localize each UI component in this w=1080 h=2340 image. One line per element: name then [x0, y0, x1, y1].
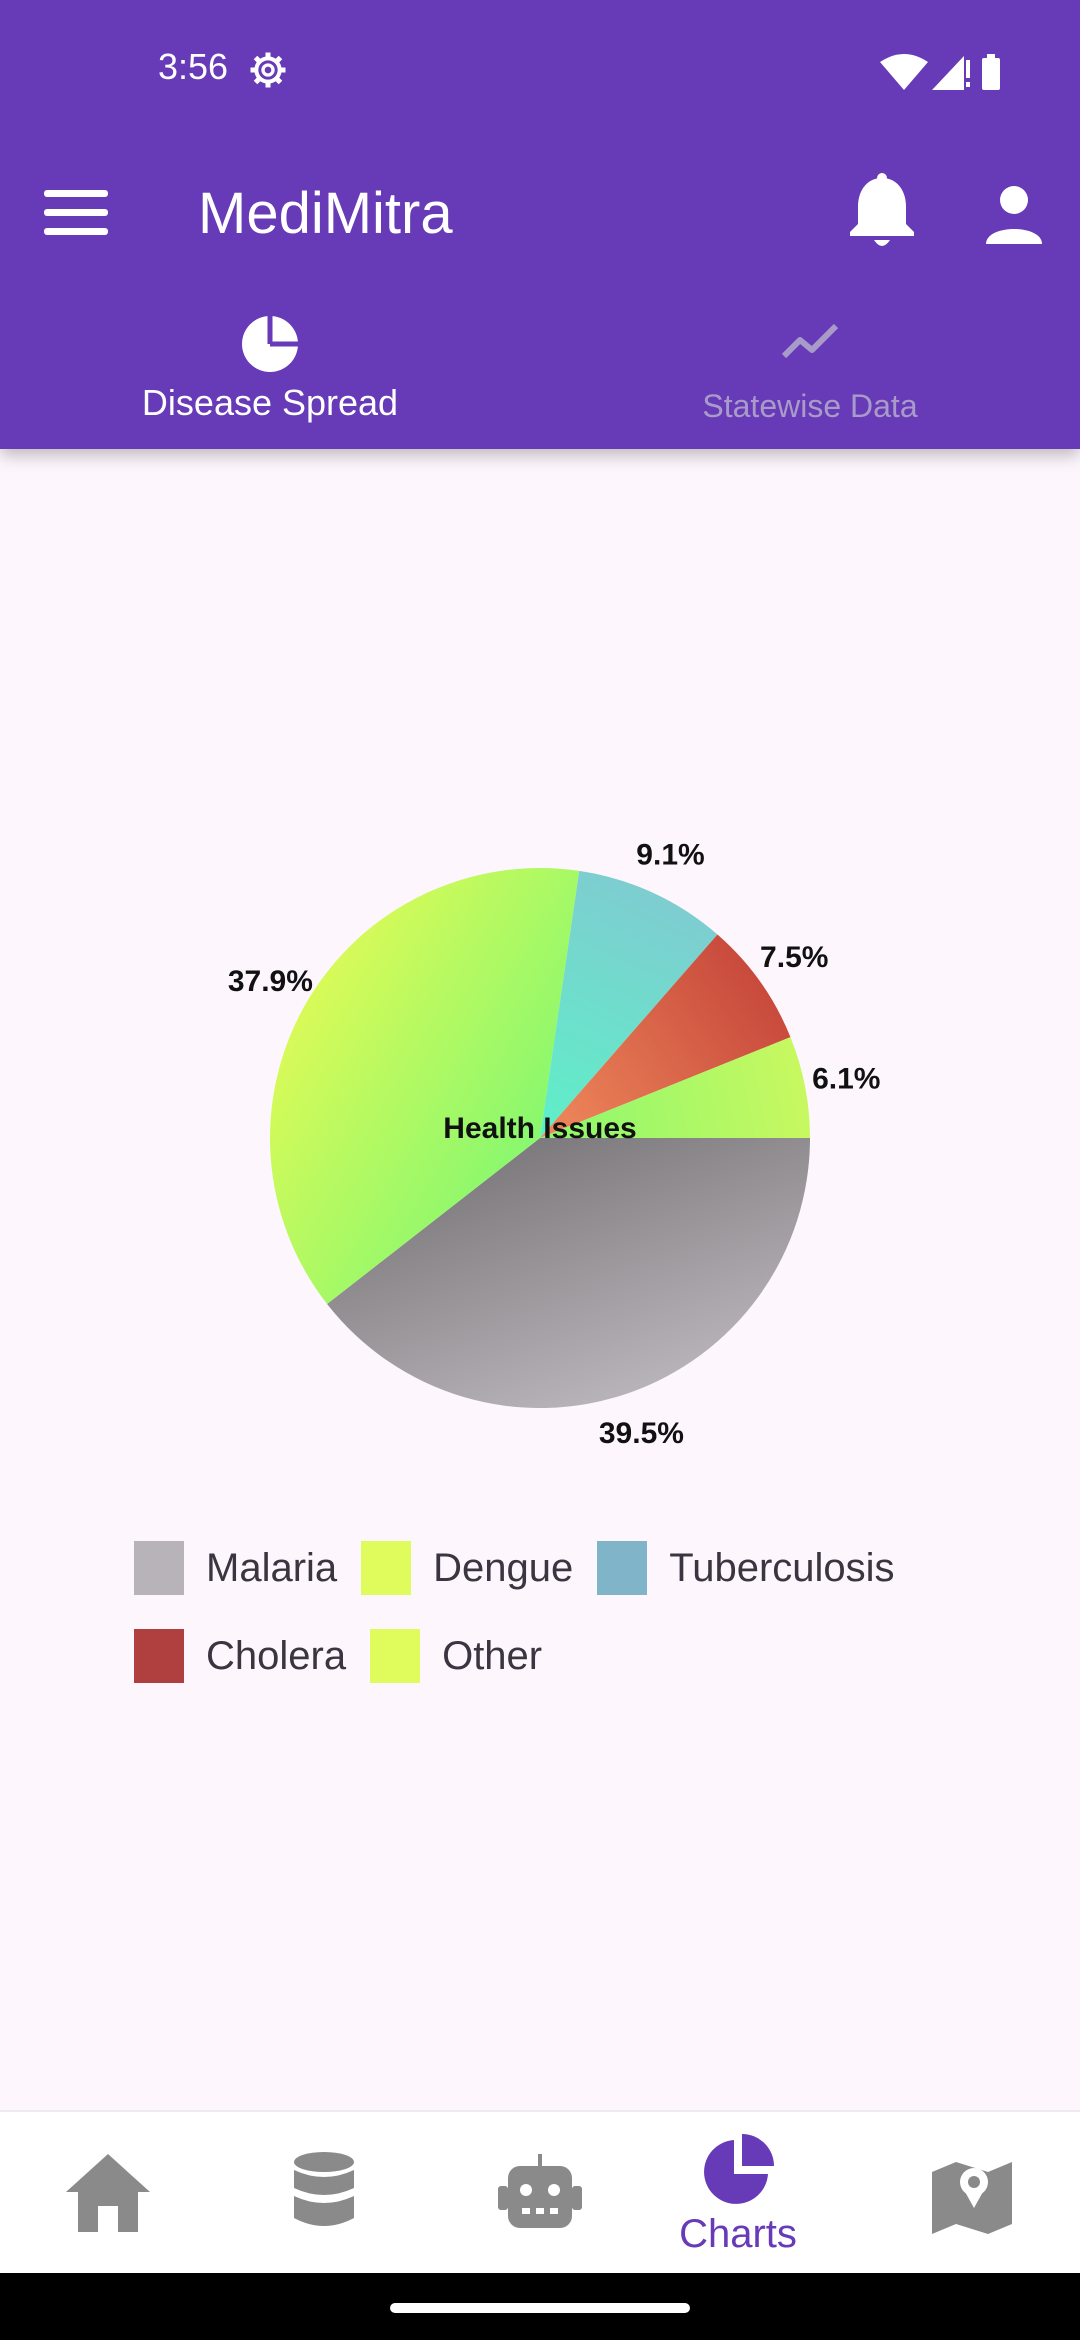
pie-slice [327, 1138, 811, 1409]
legend-swatch [370, 1629, 421, 1683]
app-title: MediMitra [198, 181, 453, 246]
pie-slice [540, 1037, 810, 1138]
legend-swatch [134, 1629, 184, 1683]
legend-swatch [361, 1541, 412, 1595]
pie-slice [269, 868, 580, 1305]
chart-legend: Malaria Dengue Tuberculosis Cholera Othe… [134, 1540, 954, 1716]
pie-chart-icon [704, 2134, 774, 2204]
database-icon [294, 2152, 354, 2226]
legend-label: Tuberculosis [669, 1545, 895, 1590]
pie-slice-label: 6.1% [812, 1063, 880, 1096]
legend-item-malaria: Malaria [134, 1541, 337, 1595]
legend-swatch [134, 1541, 184, 1595]
pie-slice [540, 934, 791, 1138]
nav-label: Charts [679, 2212, 797, 2256]
status-time: 3:56 [158, 46, 229, 87]
tab-label: Statewise Data [702, 388, 918, 424]
pie-chart-svg: 39.5% 37.9% 9.1% 7.5% 6.1% Health Issues [228, 839, 881, 1450]
legend-item-tuberculosis: Tuberculosis [597, 1541, 895, 1595]
legend-item-dengue: Dengue [361, 1541, 573, 1595]
signal-icon [932, 56, 964, 90]
legend-label: Cholera [206, 1633, 347, 1678]
wifi-icon [880, 54, 928, 90]
tab-disease-spread[interactable]: Disease Spread [0, 300, 540, 449]
robot-icon [498, 2154, 582, 2228]
legend-label: Other [442, 1633, 543, 1678]
nav-map[interactable] [864, 2112, 1080, 2275]
pie-slice [540, 870, 718, 1138]
system-nav-bar [0, 2273, 1080, 2340]
chart-center-label: Health Issues [443, 1112, 636, 1145]
pie-slice-label: 9.1% [636, 839, 704, 872]
settings-gear-icon [250, 52, 286, 88]
home-gesture-handle[interactable] [390, 2303, 690, 2313]
pie-slice-label: 37.9% [228, 965, 313, 998]
tab-statewise-data[interactable]: Statewise Data [540, 300, 1080, 449]
legend-label: Dengue [433, 1545, 574, 1590]
nav-home[interactable] [0, 2112, 216, 2275]
menu-icon[interactable] [38, 178, 118, 248]
battery-icon [982, 58, 1000, 90]
home-icon [66, 2154, 150, 2232]
pie-slice-label: 7.5% [760, 941, 828, 974]
legend-item-other: Other [370, 1629, 542, 1683]
nav-charts[interactable]: Charts [630, 2112, 846, 2275]
nav-database[interactable] [216, 2112, 432, 2275]
notification-bell-icon[interactable] [846, 172, 918, 252]
tab-label: Disease Spread [141, 382, 399, 423]
bottom-navigation: Charts [0, 2110, 1080, 2275]
line-chart-icon [781, 323, 839, 359]
status-icons [880, 54, 1000, 90]
legend-label: Malaria [206, 1545, 338, 1590]
pie-chart: 39.5% 37.9% 9.1% 7.5% 6.1% Health Issues [0, 449, 1080, 1509]
app-bar: 3:56 MediMitra [0, 0, 1080, 449]
pie-slice-label: 39.5% [599, 1417, 684, 1450]
account-icon[interactable] [982, 182, 1046, 246]
nav-assistant[interactable] [432, 2112, 648, 2275]
legend-item-cholera: Cholera [134, 1629, 346, 1683]
pie-chart-icon [242, 314, 300, 372]
map-icon [932, 2162, 1012, 2234]
legend-swatch [597, 1541, 648, 1595]
